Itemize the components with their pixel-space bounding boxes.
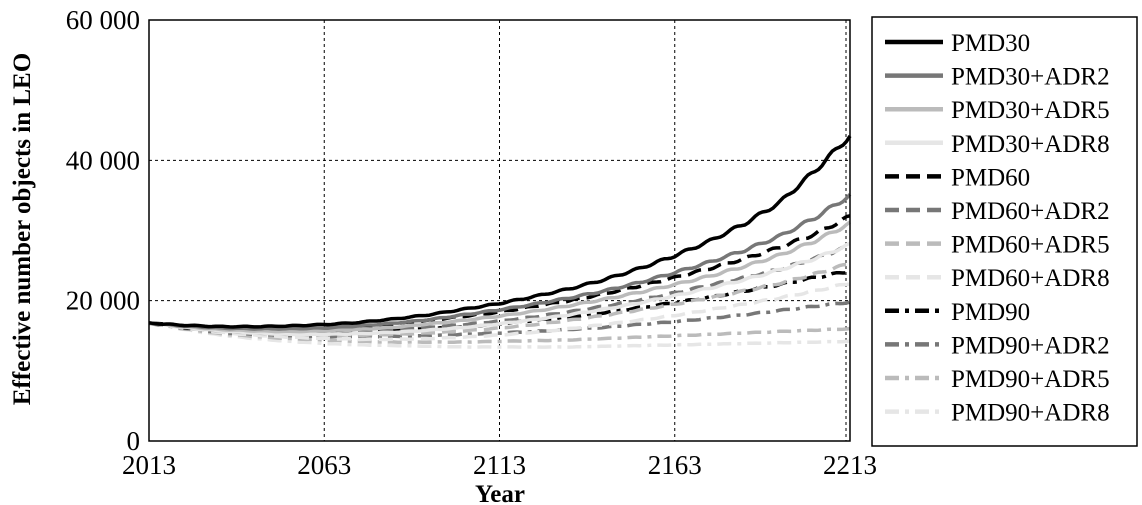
legend-label: PMD90+ADR2 <box>951 332 1110 359</box>
series-line-pmd30-adr8 <box>148 241 851 337</box>
x-tick-label: 2063 <box>297 450 351 480</box>
y-tick-label: 40 000 <box>66 145 140 175</box>
legend-label: PMD30+ADR2 <box>951 64 1110 91</box>
legend-label: PMD90+ADR8 <box>951 400 1110 427</box>
x-tick-label: 2013 <box>122 450 176 480</box>
grid <box>149 20 850 441</box>
y-tick-label: 60 000 <box>66 5 140 35</box>
series-line-pmd30-adr2 <box>148 193 852 331</box>
plot-frame <box>148 19 851 442</box>
y-tick-label: 20 000 <box>66 286 140 316</box>
series-line-pmd30-adr5 <box>148 220 852 334</box>
legend-label: PMD60+ADR8 <box>951 265 1110 292</box>
x-tick-label: 2163 <box>648 450 702 480</box>
y-axis-label: Effective number objects in LEO <box>9 53 36 405</box>
legend-label: PMD30+ADR5 <box>951 97 1110 124</box>
legend-label: PMD90 <box>951 299 1030 326</box>
legend: PMD30 PMD30+ADR2 PMD30+ADR5 PMD30+ADR8 PMD60… <box>871 16 1138 447</box>
x-tick-label: 2113 <box>473 450 526 480</box>
series-line-pmd30 <box>148 135 852 329</box>
legend-label: PMD90+ADR5 <box>951 366 1110 393</box>
legend-label: PMD60 <box>951 164 1030 191</box>
legend-label: PMD60+ADR2 <box>951 198 1110 225</box>
series-line-pmd90-adr8 <box>148 321 851 349</box>
legend-label: PMD30 <box>951 30 1030 57</box>
series-line-pmd90-adr5 <box>148 321 851 344</box>
series-lines <box>148 135 852 349</box>
legend-box <box>871 16 1138 447</box>
x-axis-label: Year <box>475 481 525 505</box>
series-line-pmd90-adr2 <box>148 300 851 339</box>
y-tick-label: 0 <box>127 426 141 456</box>
legend-label: PMD30+ADR8 <box>951 131 1110 158</box>
legend-label: PMD60+ADR5 <box>951 232 1110 259</box>
x-tick-label: 2213 <box>823 450 877 480</box>
series-line-pmd60-adr8 <box>148 282 851 342</box>
axis-ticks: 2013 2063 2113 2163 2213 0 20 000 40 000 60 000 <box>66 5 877 480</box>
